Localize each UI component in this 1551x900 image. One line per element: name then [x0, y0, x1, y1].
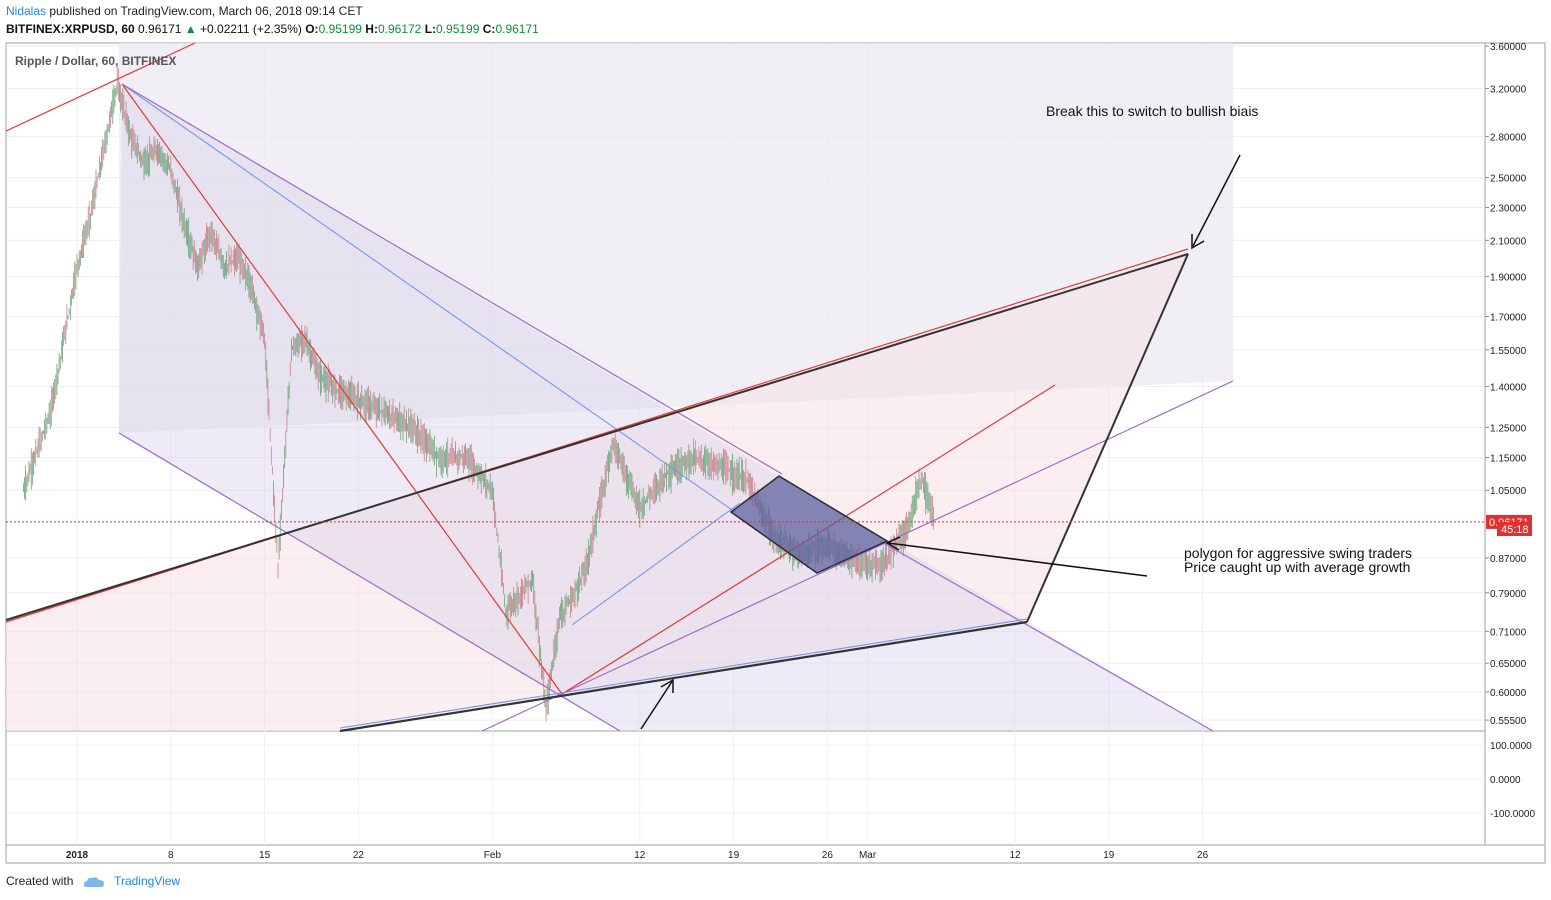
y-tick-label: 0.65000	[1490, 659, 1527, 670]
price-candles	[22, 62, 934, 722]
pink-triangle-zone	[6, 252, 1188, 731]
y-tick-label: 1.25000	[1490, 423, 1527, 434]
black-long-trendline	[5, 253, 1189, 621]
y-tick-label: 2.50000	[1490, 173, 1527, 184]
countdown-badge	[1497, 522, 1532, 536]
y-tick-label: 2.30000	[1490, 204, 1527, 215]
descending-wedge-zone	[119, 84, 1213, 731]
x-tick-label: 2018	[66, 850, 89, 861]
close-label: C:	[482, 22, 496, 36]
y-tick-label: 0.79000	[1490, 589, 1527, 600]
y-tick-label: 0.55500	[1490, 716, 1527, 727]
open-value: 0.95199	[318, 22, 362, 36]
x-tick-label: 12	[634, 850, 646, 861]
arrow-head-lower-trendline	[660, 678, 674, 693]
annotation-break-bullish: Break this to switch to bullish biais	[1046, 103, 1258, 119]
y-tick-label: 3.20000	[1490, 84, 1527, 95]
last-price: 0.96171	[138, 22, 182, 36]
chart-title: Ripple / Dollar, 60, BITFINEX	[15, 54, 176, 68]
arrow-to-wedge-apex	[1192, 154, 1241, 247]
swing-trader-polygon	[729, 475, 889, 574]
y-tick-label: 0.87000	[1490, 554, 1527, 565]
x-tick-label: Mar	[859, 850, 877, 861]
oscillator-axis: 100.0000 0.0000 -100.0000	[1490, 741, 1535, 820]
y-tick-label: 3.60000	[1490, 42, 1527, 53]
purple-upper-channel-line	[121, 83, 783, 475]
red-descending-line	[121, 83, 563, 695]
time-scale-frame	[5, 844, 1546, 864]
x-tick-label: Feb	[484, 850, 502, 861]
countdown-label: 45:18	[1501, 524, 1529, 536]
tradingview-cloud-icon	[83, 877, 104, 887]
y-tick-label: 1.40000	[1490, 383, 1527, 394]
x-tick-label: 26	[822, 850, 834, 861]
close-value: 0.96171	[495, 22, 539, 36]
arrow-to-polygon	[887, 542, 1148, 577]
y-tick-label: 1.55000	[1490, 346, 1527, 357]
footer: Created with TradingView	[6, 874, 180, 888]
price-axis: 3.60000 3.20000 2.80000 2.50000 2.30000 2.100…	[1485, 42, 1527, 727]
blue-rising-line	[571, 502, 741, 626]
oscillator-pane-frame	[5, 730, 1486, 846]
y-tick-label: 0.71000	[1490, 627, 1527, 638]
x-tick-label: 19	[1103, 850, 1115, 861]
tradingview-link[interactable]: TradingView	[114, 874, 181, 888]
arrow-head-polygon	[885, 536, 901, 551]
high-value: 0.96172	[377, 22, 422, 36]
x-tick-label: 15	[259, 850, 271, 861]
annotation-growth: Price caught up with average growth	[1184, 559, 1410, 575]
osc-tick-label: -100.0000	[1490, 809, 1535, 820]
osc-tick-label: 0.0000	[1490, 775, 1521, 786]
y-tick-label: 1.15000	[1490, 453, 1527, 464]
open-label: O:	[305, 22, 319, 36]
change-value: +0.02211 (+2.35%)	[200, 22, 302, 36]
annotation-polygon: polygon for aggressive swing traders	[1184, 545, 1412, 561]
low-value: 0.95199	[436, 22, 480, 36]
low-label: L:	[424, 22, 437, 36]
x-tick-label: 26	[1197, 850, 1209, 861]
author-link[interactable]: Nidalas	[6, 4, 47, 18]
symbol-info: BITFINEX:XRPUSD, 60 0.96171 ▲ +0.02211 (…	[6, 22, 539, 36]
y-tick-label: 2.10000	[1490, 236, 1527, 247]
red-top-line	[5, 42, 196, 132]
y-tick-label: 1.05000	[1490, 486, 1527, 497]
x-tick-label: 19	[728, 850, 740, 861]
black-lower-trendline	[339, 620, 1028, 733]
high-label: H:	[365, 22, 378, 36]
publish-text: published on TradingView.com, March 06, …	[49, 4, 363, 18]
black-right-edge-line	[1026, 253, 1189, 623]
y-tick-label: 1.70000	[1490, 313, 1527, 324]
time-axis: 2018 8 15 22 Feb 12 19 26 Mar 12 19 26	[66, 850, 1209, 861]
created-with-label: Created with	[6, 874, 74, 888]
arrow-head-wedge-apex	[1191, 234, 1205, 250]
x-tick-label: 12	[1009, 850, 1021, 861]
x-tick-label: 8	[168, 850, 174, 861]
y-tick-label: 0.60000	[1490, 688, 1527, 699]
blue-lower-trendline	[339, 618, 1028, 729]
symbol-label: BITFINEX:XRPUSD, 60	[6, 22, 135, 36]
publish-info: Nidalas published on TradingView.com, Ma…	[6, 4, 363, 18]
blue-descending-line	[121, 83, 736, 513]
arrow-to-lower-trendline	[640, 679, 674, 730]
purple-descending-extension	[879, 540, 1214, 732]
osc-tick-label: 100.0000	[1490, 741, 1532, 752]
x-tick-label: 22	[353, 850, 365, 861]
y-tick-label: 2.80000	[1490, 133, 1527, 144]
up-arrow-icon: ▲	[184, 22, 197, 36]
price-scale-frame	[1484, 42, 1546, 846]
y-tick-label: 1.90000	[1490, 272, 1527, 283]
purple-lower-channel-line	[118, 432, 621, 732]
